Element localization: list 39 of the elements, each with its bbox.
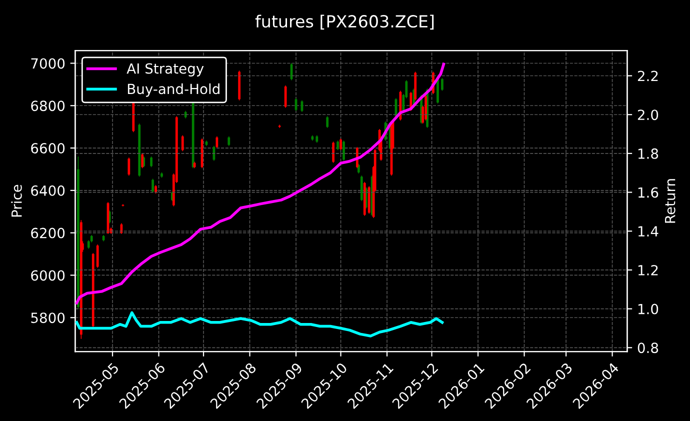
candlestick [284,85,287,108]
candlestick [360,175,363,202]
y2-tick-label: 1.4 [638,226,658,236]
y-tick-label: 6200 [31,228,65,238]
candlestick [150,156,152,168]
candlestick [332,141,334,164]
candlestick [342,140,345,162]
y2-tick-label: 2.2 [638,70,658,82]
y-tick-label: 6000 [31,270,65,281]
candlestick [128,157,130,176]
candlestick [441,78,444,92]
line-series [75,62,446,304]
candlestick [96,244,99,268]
y-tick-label: 6800 [31,100,65,112]
y2-tick-label: 1.0 [638,304,658,314]
candlestick [228,136,230,146]
candlestick [181,134,184,152]
y2-tick-label: 2.0 [638,110,658,120]
candlestick [278,124,281,128]
candlestick [326,116,329,128]
candlestick [152,178,154,193]
y2-tick-label: 1.6 [638,187,658,198]
legend-label: Buy-and-Hold [128,83,220,97]
y-tick-label: 6600 [31,143,65,154]
line-series [75,311,444,338]
y-tick-label: 7000 [31,58,65,69]
chart-title: futures [PX2603.ZCE] [255,14,434,30]
legend-label: AI Strategy [126,63,204,76]
y2-axis-title: Return [665,179,676,223]
candlestick [216,136,218,148]
y-tick-label: 5800 [31,312,65,324]
y2-tick-label: 1.2 [638,264,658,276]
candlestick [340,138,342,151]
y-tick-label: 6400 [31,185,65,196]
y2-tick-label: 1.8 [638,148,658,159]
y2-tick-label: 0.8 [638,342,658,354]
candlestick [336,140,339,151]
candlestick [424,94,427,121]
y-axis-title: Price [11,184,22,217]
